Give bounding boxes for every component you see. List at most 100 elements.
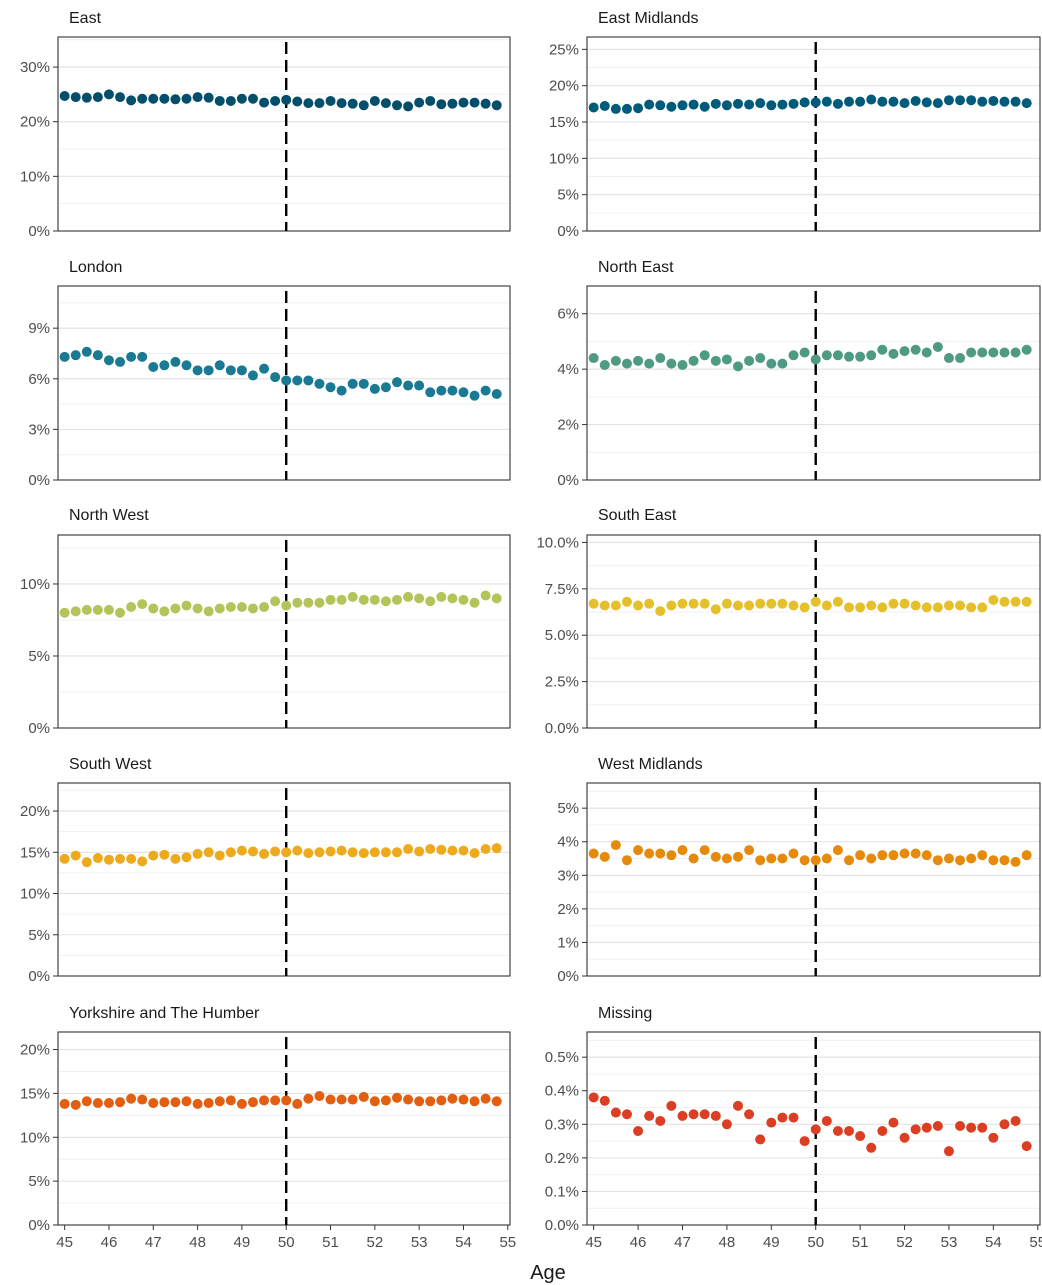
x-tick-label: 54: [985, 1234, 1002, 1251]
data-point: [977, 96, 988, 107]
data-point: [369, 594, 380, 605]
data-point: [943, 353, 954, 364]
data-point: [633, 600, 644, 611]
data-point: [126, 602, 137, 613]
data-point: [610, 1107, 621, 1118]
data-point: [966, 1122, 977, 1133]
data-point: [866, 1142, 877, 1153]
data-point: [1010, 1115, 1021, 1126]
data-point: [247, 1097, 258, 1108]
data-point: [70, 92, 81, 103]
data-point: [115, 853, 126, 864]
data-point: [347, 1094, 358, 1105]
data-point: [766, 598, 777, 609]
y-tick-label: 0%: [557, 223, 579, 240]
y-tick-label: 0.3%: [545, 1116, 579, 1133]
data-point: [380, 98, 391, 109]
data-point: [292, 1098, 303, 1109]
data-point: [821, 853, 832, 864]
data-point: [303, 1093, 314, 1104]
data-point: [844, 602, 855, 613]
panel-border: [57, 534, 511, 729]
x-tick-label: 51: [852, 1234, 869, 1251]
data-point: [844, 855, 855, 866]
data-point: [458, 845, 469, 856]
data-point: [788, 350, 799, 361]
data-point: [148, 1098, 159, 1109]
y-tick-label: 4%: [557, 834, 579, 851]
data-point: [966, 602, 977, 613]
data-point: [81, 92, 92, 103]
data-point: [977, 347, 988, 358]
data-point: [1021, 850, 1032, 861]
data-point: [148, 850, 159, 861]
data-point: [755, 98, 766, 109]
data-point: [137, 599, 148, 610]
x-tick-label: 47: [145, 1234, 162, 1251]
data-point: [621, 1109, 632, 1120]
data-point: [392, 1092, 402, 1103]
data-point: [777, 99, 788, 110]
data-point: [921, 347, 932, 358]
data-point: [755, 598, 766, 609]
data-point: [170, 603, 181, 614]
data-point: [955, 95, 966, 106]
y-tick-label: 15%: [20, 844, 50, 861]
data-point: [436, 844, 447, 855]
data-point: [358, 848, 369, 859]
data-point: [92, 853, 103, 864]
data-point: [877, 344, 888, 355]
data-point: [744, 99, 755, 110]
data-point: [436, 385, 447, 396]
data-point: [347, 98, 358, 109]
data-point: [877, 602, 888, 613]
data-point: [899, 598, 910, 609]
data-point: [325, 1094, 336, 1105]
data-point: [1010, 596, 1021, 607]
data-point: [225, 602, 236, 613]
data-point: [866, 350, 877, 361]
data-point: [403, 380, 414, 391]
data-point: [788, 600, 799, 611]
data-point: [677, 359, 688, 370]
data-point: [469, 1096, 480, 1107]
data-point: [588, 353, 599, 364]
data-point: [744, 355, 755, 366]
data-point: [677, 598, 688, 609]
data-point: [766, 100, 777, 111]
data-point: [866, 600, 877, 611]
data-point: [910, 344, 921, 355]
data-point: [137, 93, 148, 104]
data-point: [755, 855, 766, 866]
data-point: [832, 596, 843, 607]
data-point: [855, 1131, 866, 1142]
y-tick-label: 0.4%: [545, 1083, 579, 1100]
data-point: [666, 101, 677, 112]
data-point: [588, 848, 599, 859]
y-tick-label: 1%: [557, 934, 579, 951]
x-tick-label: 53: [411, 1234, 428, 1251]
data-point: [159, 93, 170, 104]
data-point: [943, 853, 954, 864]
data-point: [259, 1095, 270, 1106]
data-point: [655, 353, 666, 364]
data-point: [403, 843, 414, 854]
data-point: [159, 360, 170, 371]
data-point: [621, 103, 632, 114]
data-point: [369, 847, 380, 858]
x-tick-label: 52: [366, 1234, 383, 1251]
data-point: [832, 845, 843, 856]
data-point: [425, 843, 436, 854]
data-point: [491, 843, 502, 854]
data-point: [821, 1115, 832, 1126]
panel-border: [57, 782, 511, 977]
data-point: [436, 591, 447, 602]
data-point: [999, 855, 1010, 866]
data-point: [303, 375, 314, 386]
data-point: [932, 855, 943, 866]
data-point: [314, 98, 325, 109]
y-tick-label: 4%: [557, 361, 579, 378]
data-point: [236, 602, 247, 613]
data-point: [236, 845, 247, 856]
data-point: [192, 365, 203, 376]
